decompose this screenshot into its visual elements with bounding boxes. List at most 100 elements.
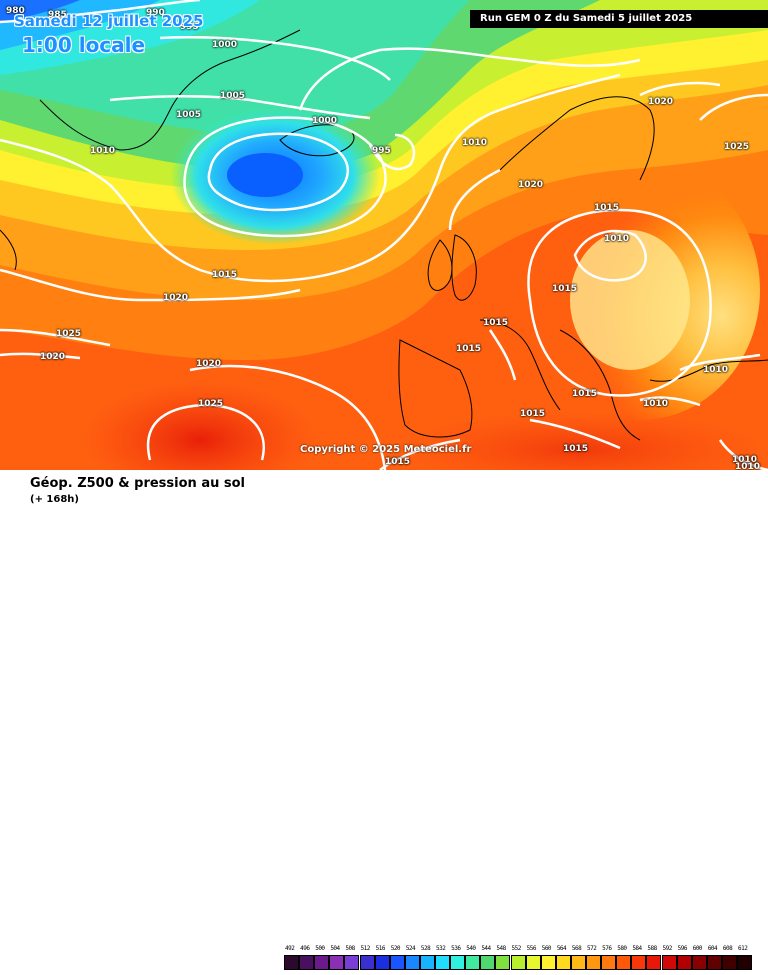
- colorbar-swatch: [721, 955, 737, 970]
- isobar-label: 995: [372, 146, 391, 156]
- colorbar-tick-label: 508: [345, 945, 355, 952]
- colorbar-swatch: [616, 955, 632, 970]
- colorbar-tick-label: 552: [511, 945, 522, 952]
- warm-dome-core: [570, 230, 690, 370]
- isobar-1015-dome: [527, 208, 712, 397]
- isobar-label: 995: [180, 22, 199, 32]
- colorbar-swatch: [661, 955, 677, 970]
- colorbar-tick-label: 556: [526, 945, 537, 952]
- colorbar-swatch: [586, 955, 602, 970]
- isobar-label: 1010: [604, 234, 630, 244]
- geopotential-map: 980 985 990 995 1000 1005 1005 1010 1000…: [0, 0, 768, 470]
- coastlines: [0, 29, 768, 441]
- colorbar-swatch: [344, 955, 360, 970]
- colorbar-tick-label: 516: [375, 945, 386, 952]
- forecast-lead-time: (+ 168h): [30, 494, 79, 505]
- isobars: [0, 0, 768, 470]
- valid-date-title: Samedi 12 juillet 2025: [14, 12, 204, 30]
- colorbar-tick-label: 536: [451, 945, 461, 952]
- ireland-coast: [427, 239, 453, 291]
- colorbar-swatch: [359, 955, 375, 970]
- atlantic-low-core: [227, 153, 303, 197]
- colorbar-tick-label: 612: [738, 945, 748, 952]
- isobar-label: 1015: [563, 444, 589, 454]
- isobar-label: 1015: [385, 457, 411, 467]
- colorbar-tick-label: 608: [722, 945, 733, 952]
- isobar-label: 1015: [520, 409, 546, 419]
- colorbar-tick-label: 576: [602, 945, 612, 952]
- isobar-label: 1010: [462, 138, 488, 148]
- colorbar-tick-label: 532: [436, 945, 446, 952]
- colorbar-swatch: [314, 955, 330, 970]
- isobar-label: 1005: [176, 110, 202, 120]
- isobar-1010-far-se: [718, 439, 768, 470]
- colorbar-swatch: [540, 955, 556, 970]
- colorbar-tick-label: 596: [677, 945, 688, 952]
- isobar-label: 1015: [552, 284, 578, 294]
- isobar-label: 1015: [212, 270, 238, 280]
- isobar-1000-north: [159, 36, 391, 81]
- run-info-banner: Run GEM 0 Z du Samedi 5 juillet 2025: [470, 10, 768, 28]
- mediterranean-warm: [390, 410, 768, 470]
- colorbar-swatch: [646, 955, 662, 970]
- colorbar-swatch: [404, 955, 420, 970]
- isobar-label: 985: [48, 10, 67, 20]
- adriatic-coast: [559, 329, 641, 441]
- colorbar-swatch: [450, 955, 466, 970]
- colorbar-swatch: [676, 955, 692, 970]
- isobar-label: 1010: [735, 462, 761, 470]
- colorbar-swatch: [555, 955, 571, 970]
- colorbar-tick-label: 580: [617, 945, 627, 952]
- field-title: Géop. Z500 & pression au sol: [30, 476, 245, 491]
- black-sea-coast: [649, 359, 768, 382]
- isobar-1020-uk: [448, 168, 501, 231]
- isobar-1025-west: [0, 328, 111, 347]
- z500-colorbar: 492 496 500 504 508 512 516 520 524 528 532 536 540 5…: [284, 945, 753, 975]
- isobar-label: 1010: [732, 455, 758, 465]
- colorbar-swatch: [737, 955, 753, 970]
- isobar-label: 1015: [456, 344, 482, 354]
- labrador-coast: [0, 229, 17, 271]
- valid-time-title: 1:00 locale: [22, 33, 146, 57]
- isobar-label: 1020: [196, 359, 222, 369]
- colorbar-swatch: [706, 955, 722, 970]
- isobar-label: 1000: [312, 116, 338, 126]
- isobar-label: 990: [146, 8, 165, 18]
- isobar-1010-se: [639, 396, 701, 407]
- isobar-1025-east: [699, 93, 768, 121]
- isobar-1020-east: [639, 81, 721, 97]
- isobar-label: 1025: [724, 142, 750, 152]
- colorbar-swatch: [510, 955, 526, 970]
- isobar-1020-south: [189, 364, 387, 470]
- colorbar-tick-label: 492: [285, 945, 295, 952]
- isobar-label: 1025: [198, 399, 224, 409]
- legend-footer: Géop. Z500 & pression au sol (+ 168h) 49…: [0, 470, 768, 970]
- isobar-1015: [298, 47, 641, 111]
- colorbar-tick-label: 588: [647, 945, 657, 952]
- isobar-1015-med: [529, 418, 621, 450]
- colorbar-tick-label: 572: [587, 945, 597, 952]
- colorbar-tick-label: 500: [315, 945, 325, 952]
- band-520: [0, 0, 80, 22]
- colorbar-swatch: [525, 955, 541, 970]
- isobar-label: 1010: [643, 399, 669, 409]
- copyright-notice: Copyright © 2025 Meteociel.fr: [300, 444, 472, 455]
- colorbar-tick-label: 604: [707, 945, 718, 952]
- isobar-1005: [109, 95, 371, 120]
- isobar-990: [0, 0, 201, 24]
- france-italy-coast: [479, 319, 561, 411]
- colorbar-tick-label: 524: [405, 945, 416, 952]
- colorbar-swatch: [329, 955, 345, 970]
- map-canvas: [0, 0, 768, 470]
- colorbar-swatch: [389, 955, 405, 970]
- colorbar-tick-label: 512: [360, 945, 371, 952]
- colorbar-swatch: [570, 955, 586, 970]
- colorbar-tick-label: 584: [632, 945, 642, 952]
- isobar-995: [368, 133, 416, 171]
- isobar-1005-low: [183, 116, 387, 238]
- isobar-1025-south: [146, 403, 265, 461]
- isobar-label: 1015: [594, 203, 620, 213]
- greenland-coast: [39, 29, 301, 151]
- colorbar-swatch: [374, 955, 390, 970]
